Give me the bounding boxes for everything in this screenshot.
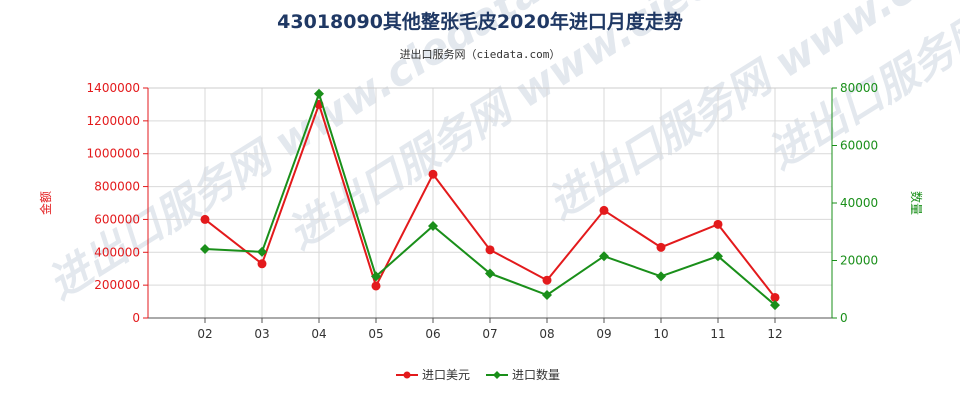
series-point-usd[interactable] bbox=[713, 219, 723, 229]
series-point-quantity[interactable] bbox=[314, 88, 324, 99]
series-point-usd[interactable] bbox=[485, 245, 495, 255]
left-tick-label: 1400000 bbox=[87, 81, 140, 95]
right-tick-label: 20000 bbox=[840, 254, 878, 268]
series-point-quantity[interactable] bbox=[599, 251, 609, 262]
left-tick-label: 200000 bbox=[94, 278, 140, 292]
right-tick-label: 60000 bbox=[840, 139, 878, 153]
right-tick-label: 80000 bbox=[840, 81, 878, 95]
left-tick-label: 600000 bbox=[94, 212, 140, 226]
series-point-quantity[interactable] bbox=[656, 271, 666, 282]
series-point-usd[interactable] bbox=[542, 275, 552, 285]
right-axis: 0 20000 40000 60000 80000 bbox=[831, 81, 878, 325]
left-axis: 0 200000 400000 600000 800000 1000000 1200000 1… bbox=[87, 81, 149, 325]
left-tick-label: 800000 bbox=[94, 180, 140, 194]
right-tick-label: 40000 bbox=[840, 196, 878, 210]
legend-item-import-quantity[interactable]: 进口数量 bbox=[486, 367, 560, 382]
legend-item-import-usd[interactable]: 进口美元 bbox=[396, 368, 470, 382]
x-tick-label: 02 bbox=[197, 327, 212, 341]
x-axis: 02 03 04 05 06 07 08 09 10 11 12 bbox=[148, 317, 832, 341]
series-point-quantity[interactable] bbox=[257, 246, 267, 257]
series-point-quantity[interactable] bbox=[200, 244, 210, 254]
left-tick-label: 400000 bbox=[94, 245, 140, 259]
legend-label-import-usd: 进口美元 bbox=[422, 368, 470, 382]
x-tick-label: 06 bbox=[425, 327, 440, 341]
series-point-usd[interactable] bbox=[599, 205, 609, 215]
x-tick-label: 11 bbox=[710, 327, 725, 341]
x-tick-label: 09 bbox=[596, 327, 611, 341]
series-point-quantity[interactable] bbox=[371, 271, 381, 282]
right-tick-label: 0 bbox=[840, 311, 848, 325]
series-point-usd[interactable] bbox=[770, 292, 780, 302]
x-tick-label: 03 bbox=[254, 327, 269, 341]
series-layer bbox=[200, 88, 780, 311]
left-tick-label: 1000000 bbox=[87, 147, 140, 161]
left-axis-title: 金额 bbox=[38, 191, 53, 215]
legend-label-import-quantity: 进口数量 bbox=[512, 367, 560, 382]
series-point-usd[interactable] bbox=[257, 259, 267, 269]
x-tick-label: 04 bbox=[311, 327, 326, 341]
x-tick-label: 07 bbox=[482, 327, 497, 341]
series-point-usd[interactable] bbox=[428, 169, 438, 179]
legend-marker-import-usd bbox=[403, 371, 411, 379]
series-point-quantity[interactable] bbox=[770, 300, 780, 311]
chart-title: 43018090其他整张毛皮2020年进口月度走势 bbox=[277, 10, 683, 33]
left-tick-label: 1200000 bbox=[87, 114, 140, 128]
series-point-usd[interactable] bbox=[371, 281, 381, 291]
series-point-usd[interactable] bbox=[200, 214, 210, 224]
x-tick-label: 12 bbox=[767, 327, 782, 341]
right-axis-title: 数量 bbox=[909, 191, 924, 215]
series-point-usd[interactable] bbox=[656, 242, 666, 252]
left-tick-label: 0 bbox=[132, 311, 140, 325]
x-tick-label: 10 bbox=[653, 327, 668, 341]
x-tick-label: 08 bbox=[539, 327, 554, 341]
legend: 进口美元 进口数量 bbox=[396, 367, 560, 382]
x-tick-label: 05 bbox=[368, 327, 383, 341]
series-point-quantity[interactable] bbox=[542, 290, 552, 300]
chart-subtitle: 进出口服务网（ciedata.com） bbox=[400, 47, 561, 61]
legend-marker-import-quantity bbox=[493, 371, 501, 379]
series-point-quantity[interactable] bbox=[485, 268, 495, 279]
series-point-quantity[interactable] bbox=[713, 251, 723, 262]
series-point-quantity[interactable] bbox=[428, 221, 438, 231]
